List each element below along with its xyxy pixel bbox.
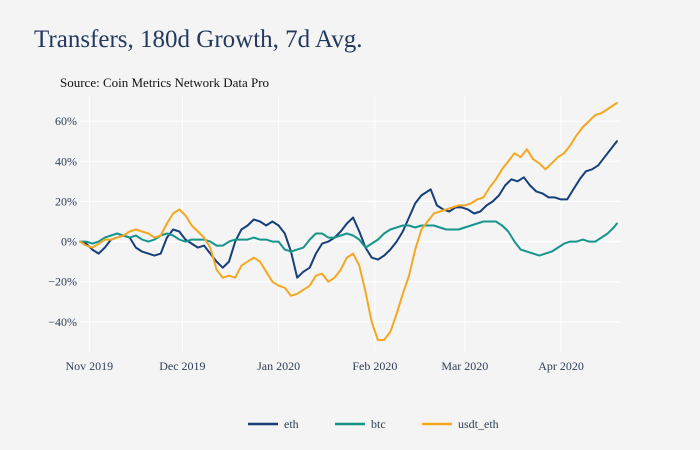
legend[interactable]: eth btc usdt_eth: [248, 417, 499, 431]
legend-label-eth[interactable]: eth: [284, 417, 299, 431]
chart-title: Transfers, 180d Growth, 7d Avg.: [34, 26, 363, 53]
y-tick-label: 40%: [55, 154, 77, 168]
y-tick-label: 0%: [61, 235, 77, 249]
y-tick-label: 20%: [55, 194, 77, 208]
series-line-usdt_eth[interactable]: [79, 102, 618, 341]
x-tick-label: Mar 2020: [441, 359, 488, 373]
series-lines[interactable]: [79, 102, 618, 341]
x-tick-label: Jan 2020: [257, 359, 300, 373]
y-tick-label: 60%: [55, 114, 77, 128]
chart-source-note: Source: Coin Metrics Network Data Pro: [60, 75, 270, 90]
x-tick-label: Dec 2019: [159, 359, 205, 373]
legend-label-btc[interactable]: btc: [371, 417, 386, 431]
y-tick-label: −20%: [48, 275, 77, 289]
x-tick-label: Nov 2019: [65, 359, 113, 373]
axis-tick-labels: −40% −20% 0% 20% 40% 60% Nov 2019 Dec 2019 Jan 2…: [48, 114, 584, 373]
legend-label-usdt_eth[interactable]: usdt_eth: [458, 417, 499, 431]
x-tick-label: Feb 2020: [352, 359, 397, 373]
series-line-btc[interactable]: [79, 220, 618, 257]
y-tick-label: −40%: [48, 315, 77, 329]
grid-lines: [80, 95, 620, 352]
x-tick-label: Apr 2020: [538, 359, 584, 373]
